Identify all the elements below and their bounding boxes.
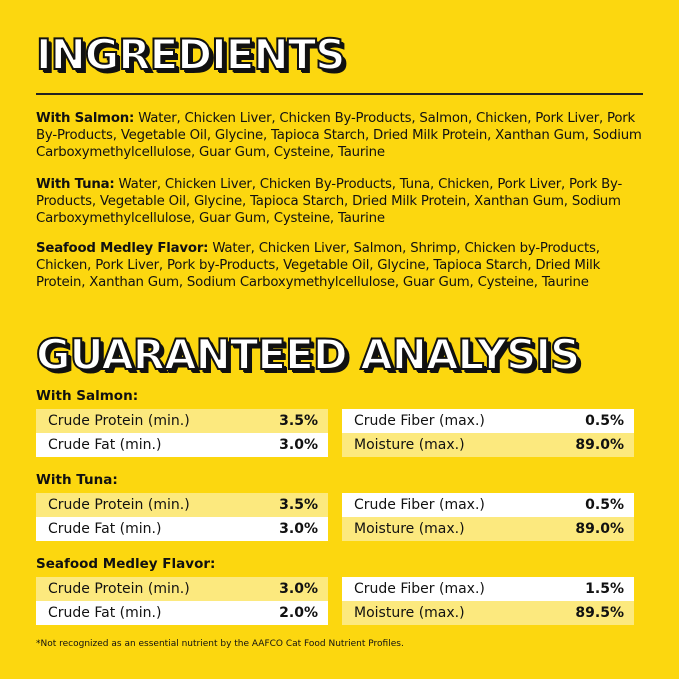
ingredients-heading: INGREDIENTS (35, 29, 347, 80)
ingredient-tuna: With Tuna: Water, Chicken Liver, Chicken… (36, 176, 646, 227)
analysis-table-right: Crude Fiber (max.) 1.5% Moisture (max.) 89.… (342, 577, 634, 625)
group-title: With Salmon: (36, 388, 139, 404)
analysis-table-left: Crude Protein (min.) 3.0% Crude Fat (min.)… (36, 577, 328, 625)
nutrient-label: Crude Fiber (max.) (354, 581, 485, 597)
table-row: Crude Fat (min.) 3.0% (36, 517, 328, 541)
nutrient-label: Crude Protein (min.) (48, 581, 190, 597)
footnote: *Not recognized as an essential nutrient… (36, 639, 404, 649)
table-row: Crude Fiber (max.) 0.5% (342, 409, 634, 433)
table-row: Moisture (max.) 89.5% (342, 601, 634, 625)
nutrient-value: 89.0% (575, 521, 624, 537)
nutrient-label: Crude Fat (min.) (48, 521, 162, 537)
nutrient-label: Crude Fat (min.) (48, 437, 162, 453)
nutrient-value: 0.5% (585, 413, 624, 429)
nutrient-label: Crude Fiber (max.) (354, 497, 485, 513)
analysis-heading: GUARANTEED ANALYSIS (35, 329, 581, 380)
text: Water, Chicken Liver, Chicken By-Product… (36, 177, 623, 226)
table-row: Moisture (max.) 89.0% (342, 517, 634, 541)
nutrient-value: 89.5% (575, 605, 624, 621)
group-title: With Tuna: (36, 472, 118, 488)
nutrient-label: Crude Fiber (max.) (354, 413, 485, 429)
nutrient-label: Crude Protein (min.) (48, 497, 190, 513)
nutrient-value: 3.0% (279, 437, 318, 453)
table-row: Crude Protein (min.) 3.0% (36, 577, 328, 601)
nutrient-label: Moisture (max.) (354, 605, 465, 621)
analysis-table-right: Crude Fiber (max.) 0.5% Moisture (max.) 89.… (342, 409, 634, 457)
nutrient-value: 2.0% (279, 605, 318, 621)
label: Seafood Medley Flavor: (36, 241, 209, 256)
analysis-table-left: Crude Protein (min.) 3.5% Crude Fat (min.)… (36, 409, 328, 457)
table-row: Crude Fiber (max.) 1.5% (342, 577, 634, 601)
group-title: Seafood Medley Flavor: (36, 556, 216, 572)
nutrient-label: Moisture (max.) (354, 521, 465, 537)
nutrient-value: 1.5% (585, 581, 624, 597)
analysis-table-right: Crude Fiber (max.) 0.5% Moisture (max.) 89.… (342, 493, 634, 541)
label: With Salmon: (36, 111, 135, 126)
analysis-table-left: Crude Protein (min.) 3.5% Crude Fat (min.)… (36, 493, 328, 541)
table-row: Crude Fat (min.) 3.0% (36, 433, 328, 457)
table-row: Crude Protein (min.) 3.5% (36, 493, 328, 517)
table-row: Crude Fat (min.) 2.0% (36, 601, 328, 625)
nutrient-value: 0.5% (585, 497, 624, 513)
nutrient-value: 89.0% (575, 437, 624, 453)
nutrient-label: Crude Fat (min.) (48, 605, 162, 621)
divider (36, 93, 643, 95)
nutrient-label: Moisture (max.) (354, 437, 465, 453)
ingredient-salmon: With Salmon: Water, Chicken Liver, Chick… (36, 110, 646, 161)
table-row: Crude Protein (min.) 3.5% (36, 409, 328, 433)
nutrient-label: Crude Protein (min.) (48, 413, 190, 429)
nutrient-value: 3.5% (279, 413, 318, 429)
nutrient-value: 3.0% (279, 581, 318, 597)
nutrient-value: 3.5% (279, 497, 318, 513)
label: With Tuna: (36, 177, 115, 192)
text: Water, Chicken Liver, Chicken By-Product… (36, 111, 642, 160)
ingredient-seafood: Seafood Medley Flavor: Water, Chicken Li… (36, 240, 646, 291)
table-row: Crude Fiber (max.) 0.5% (342, 493, 634, 517)
text: Water, Chicken Liver, Salmon, Shrimp, Ch… (36, 241, 601, 290)
table-row: Moisture (max.) 89.0% (342, 433, 634, 457)
nutrient-value: 3.0% (279, 521, 318, 537)
